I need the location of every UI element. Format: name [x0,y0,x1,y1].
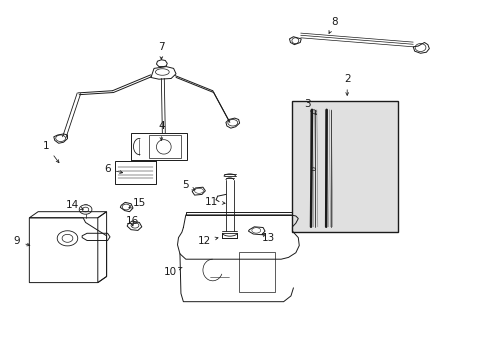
Text: 15: 15 [129,198,146,208]
Text: 10: 10 [163,267,182,277]
Bar [149,135,181,158]
Text: 14: 14 [65,200,83,210]
Text: 3: 3 [303,99,316,114]
Text: 7: 7 [158,42,164,59]
Text: 13: 13 [261,233,274,243]
Text: 1: 1 [43,141,59,163]
Bar [115,161,156,184]
Text: 16: 16 [125,216,139,226]
Text: 4: 4 [158,121,164,140]
Bar [238,252,275,292]
Bar [131,133,187,160]
Text: 9: 9 [14,236,30,246]
Text: 5: 5 [182,180,194,190]
Text: 8: 8 [328,17,338,33]
Text: 6: 6 [104,164,122,174]
Text: 11: 11 [204,197,224,207]
Text: 12: 12 [197,236,218,246]
Text: 2: 2 [343,74,350,95]
Bar [292,101,397,232]
